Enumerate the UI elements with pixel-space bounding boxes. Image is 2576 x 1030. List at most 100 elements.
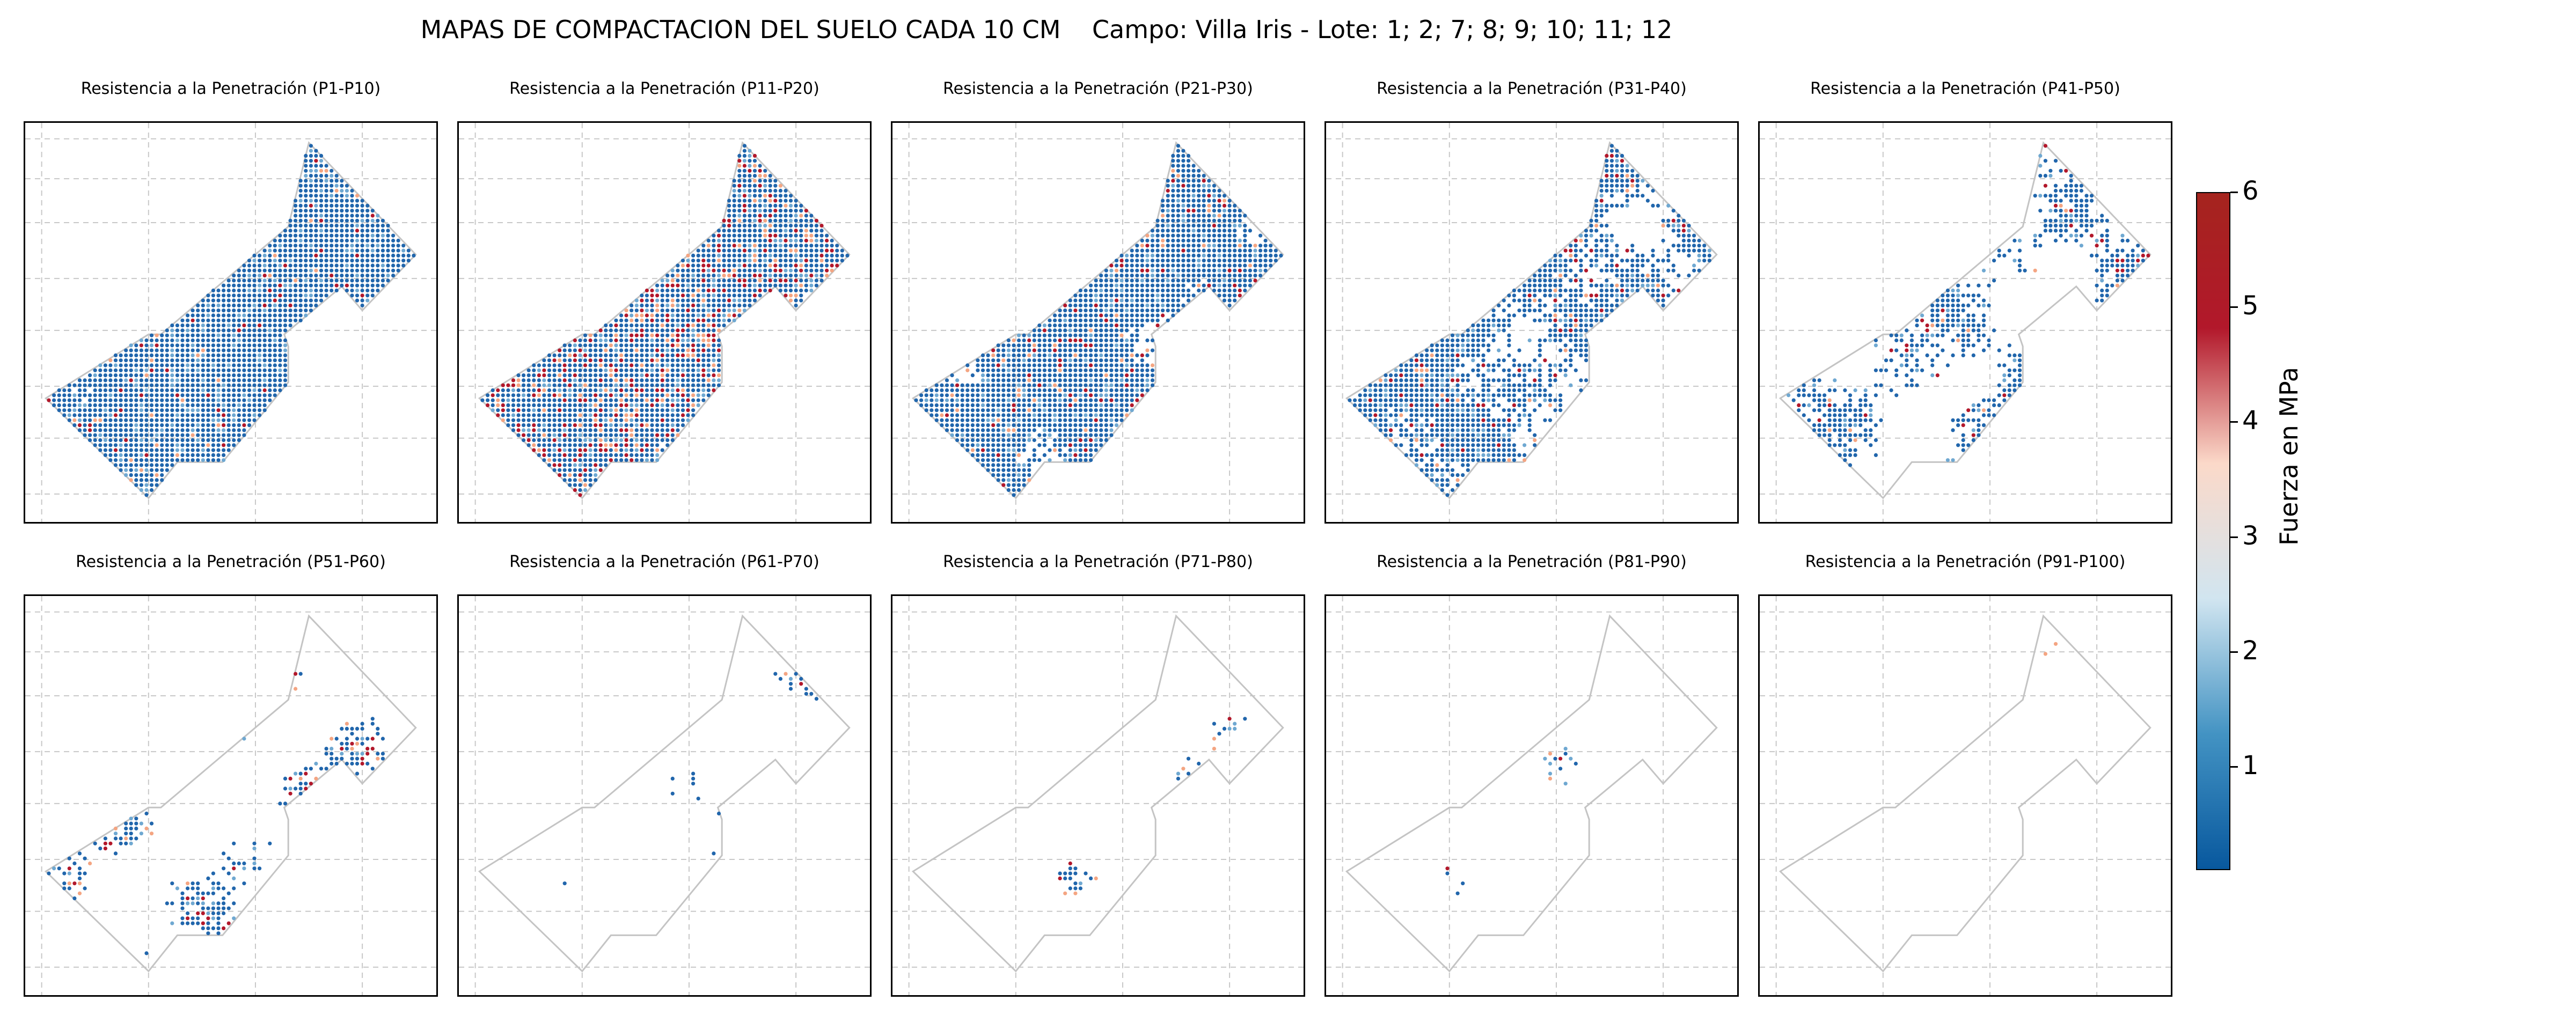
sample-point xyxy=(650,358,654,363)
sample-point xyxy=(996,463,1000,467)
sample-point xyxy=(506,398,510,402)
sample-point xyxy=(1166,248,1170,253)
sample-point xyxy=(701,388,706,393)
sample-point xyxy=(355,224,360,228)
sample-point xyxy=(252,293,257,298)
sample-point xyxy=(232,368,236,372)
sample-point xyxy=(573,368,577,372)
sample-point xyxy=(319,214,324,218)
sample-point xyxy=(314,203,318,208)
sample-point xyxy=(309,159,313,163)
sample-point xyxy=(170,378,174,382)
sample-point xyxy=(1037,458,1042,462)
sample-point xyxy=(88,418,92,422)
sample-point xyxy=(665,293,670,298)
sample-point xyxy=(160,363,164,367)
sample-point xyxy=(216,443,221,447)
sample-point xyxy=(1089,378,1093,382)
sample-point xyxy=(1191,253,1196,258)
sample-point xyxy=(583,353,588,357)
sample-point xyxy=(609,423,613,428)
sample-point xyxy=(665,328,670,333)
sample-point xyxy=(180,378,185,382)
sample-point xyxy=(139,423,143,428)
sample-point xyxy=(1094,403,1098,408)
sample-point xyxy=(242,428,246,432)
sample-point xyxy=(727,233,731,238)
sample-point xyxy=(722,263,726,268)
sample-point xyxy=(1006,428,1011,432)
sample-point xyxy=(1202,214,1206,218)
sample-point xyxy=(604,423,608,428)
sample-point xyxy=(640,438,644,443)
sample-point xyxy=(309,214,313,218)
sample-point xyxy=(1094,358,1098,363)
sample-point xyxy=(640,403,644,408)
sample-point xyxy=(562,473,567,477)
sample-point xyxy=(986,353,990,357)
sample-point xyxy=(1094,448,1098,452)
sample-point xyxy=(1012,418,1016,422)
sample-point xyxy=(1012,423,1016,428)
sample-point xyxy=(113,393,118,398)
sample-point xyxy=(609,448,613,452)
sample-point xyxy=(598,423,603,428)
sample-point xyxy=(809,218,814,223)
sample-point xyxy=(283,259,288,263)
sample-point xyxy=(970,443,975,447)
sample-point xyxy=(1227,238,1232,243)
sample-point xyxy=(686,373,690,378)
sample-point xyxy=(568,453,572,458)
sample-point xyxy=(273,388,277,393)
sample-point xyxy=(222,293,226,298)
sample-point xyxy=(191,423,195,428)
sample-point xyxy=(170,458,174,462)
sample-point xyxy=(794,203,798,208)
sample-point xyxy=(788,209,793,213)
sample-point xyxy=(262,293,267,298)
sample-point xyxy=(665,348,670,352)
sample-point xyxy=(1037,363,1042,367)
sample-point xyxy=(568,388,572,393)
sample-point xyxy=(309,188,313,193)
sample-point xyxy=(226,358,231,363)
sample-point xyxy=(814,248,818,253)
sample-point xyxy=(578,408,582,413)
sample-point xyxy=(252,403,257,408)
sample-point xyxy=(1227,248,1232,253)
sample-point xyxy=(712,368,716,372)
sample-point xyxy=(758,179,762,183)
sample-point xyxy=(1104,428,1108,432)
sample-point xyxy=(1135,248,1139,253)
sample-point xyxy=(196,378,200,382)
sample-point xyxy=(211,298,215,303)
sample-point xyxy=(594,393,598,398)
sample-point xyxy=(401,259,406,263)
sample-point xyxy=(1186,288,1191,293)
sample-point xyxy=(568,378,572,382)
sample-point xyxy=(748,244,752,248)
sample-point xyxy=(1130,343,1134,348)
sample-point xyxy=(722,268,726,273)
sample-point xyxy=(1222,263,1227,268)
sample-point xyxy=(748,214,752,218)
sample-point xyxy=(1114,353,1119,357)
sample-point xyxy=(247,278,252,283)
sample-point xyxy=(794,283,798,288)
sample-point xyxy=(370,274,375,278)
sample-point xyxy=(1058,453,1062,458)
sample-point xyxy=(986,403,990,408)
sample-point xyxy=(732,259,736,263)
sample-point xyxy=(401,253,406,258)
sample-point xyxy=(222,393,226,398)
sample-point xyxy=(680,353,685,357)
sample-point xyxy=(1099,403,1103,408)
sample-point xyxy=(77,393,82,398)
sample-point xyxy=(330,253,334,258)
sample-point xyxy=(991,448,996,452)
sample-point xyxy=(278,338,282,343)
sample-point xyxy=(1197,253,1201,258)
sample-point xyxy=(283,348,288,352)
sample-point xyxy=(262,288,267,293)
sample-point xyxy=(742,238,747,243)
